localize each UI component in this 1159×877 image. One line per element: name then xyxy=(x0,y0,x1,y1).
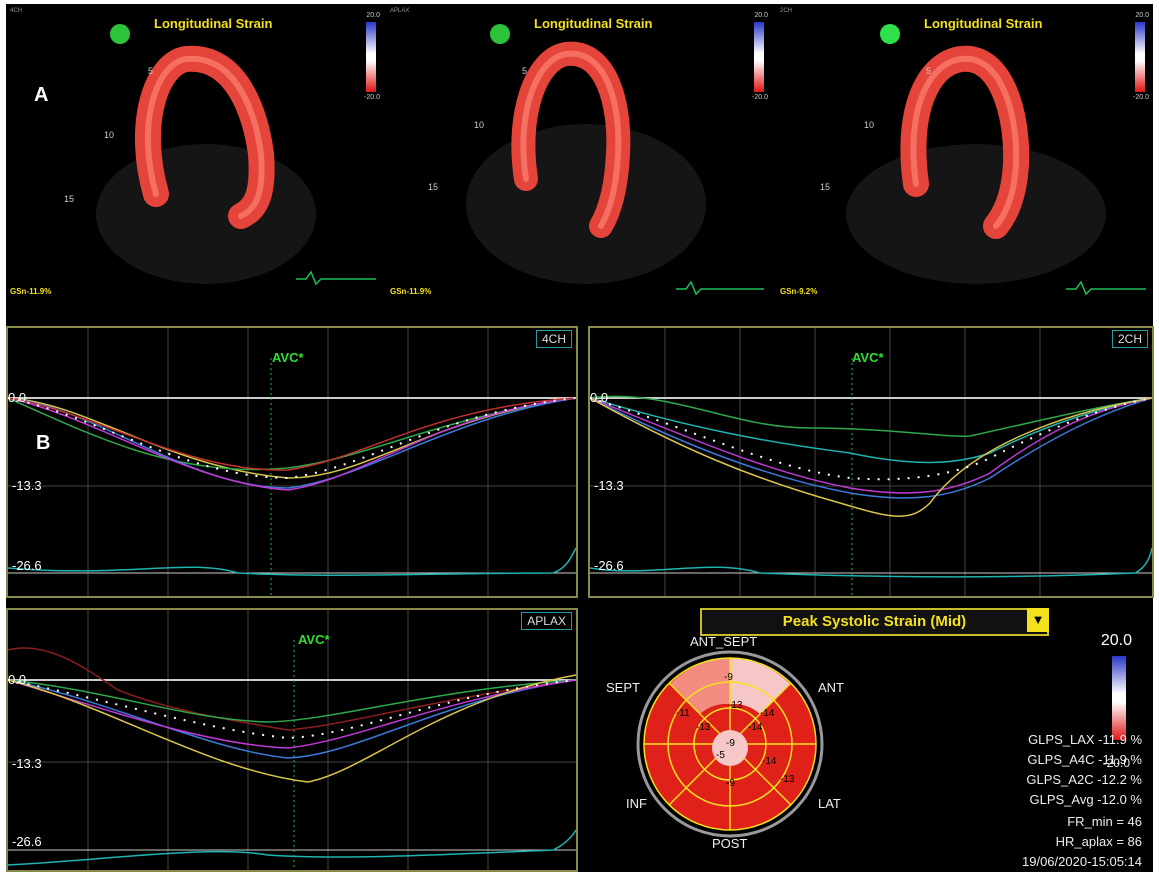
segment-value: -14 xyxy=(748,722,763,733)
strain-curves xyxy=(8,610,576,870)
segment-value: -5 xyxy=(716,750,725,761)
strain-colorbar xyxy=(366,22,376,92)
y-label: -13.3 xyxy=(594,478,624,493)
view-tag: APLAX xyxy=(521,612,572,630)
strain-type-dropdown[interactable]: Peak Systolic Strain (Mid) ▼ xyxy=(700,608,1049,636)
strain-colorbar xyxy=(754,22,764,92)
segment-value: -14 xyxy=(760,708,775,719)
strain-graph-aplax: APLAX AVC* 0.0 -13.3 -26.6 xyxy=(6,608,578,872)
echo-header: 2CH xyxy=(780,8,793,14)
y-label: 0.0 xyxy=(590,390,609,405)
probe-indicator-icon xyxy=(110,24,130,44)
figure-canvas: 4CH Longitudinal Strain 5 10 15 20.0 -20… xyxy=(6,4,1154,872)
avc-marker: AVC* xyxy=(852,350,884,365)
segment-value: -14 xyxy=(762,756,777,767)
stat-glps-a4c: GLPS_A4C -11.9 % xyxy=(1027,752,1142,767)
panel-letter-a: A xyxy=(34,84,49,106)
echo-title: Longitudinal Strain xyxy=(154,16,273,31)
depth-mark: 10 xyxy=(104,130,115,140)
stat-glps-lax: GLPS_LAX -11.9 % xyxy=(1028,732,1142,747)
view-tag: 2CH xyxy=(1111,330,1148,348)
echo-title: Longitudinal Strain xyxy=(924,16,1043,31)
strain-colorbar xyxy=(1135,22,1145,92)
y-label: -26.6 xyxy=(12,558,42,573)
stat-hr-aplax: HR_aplax = 86 xyxy=(1055,834,1142,849)
label-ant-sept: ANT_SEPT xyxy=(690,634,758,649)
y-label: -26.6 xyxy=(594,558,624,573)
label-lat: LAT xyxy=(818,796,841,811)
chevron-down-icon[interactable]: ▼ xyxy=(1027,608,1049,632)
view-tag: 4CH xyxy=(535,330,572,348)
global-strain: GSn-11.9% xyxy=(10,287,52,296)
label-post: POST xyxy=(712,836,748,851)
probe-indicator-icon xyxy=(490,24,510,44)
depth-mark: 10 xyxy=(474,120,485,130)
stat-fr-min: FR_min = 46 xyxy=(1067,814,1142,829)
scale-bottom: -20.0 xyxy=(752,94,768,101)
depth-mark: 5 xyxy=(926,66,932,76)
strain-curves xyxy=(590,328,1152,596)
depth-mark: 15 xyxy=(428,182,439,192)
depth-mark: 15 xyxy=(64,194,75,204)
avc-marker: AVC* xyxy=(298,632,330,647)
echo-view-3: 2CH Longitudinal Strain 5 10 15 20.0 -20… xyxy=(776,4,1153,304)
segment-value: -13 xyxy=(696,722,711,733)
scale-bottom: -20.0 xyxy=(364,94,380,101)
segment-value: -11 xyxy=(676,708,690,719)
echo-image xyxy=(466,41,764,296)
probe-indicator-icon xyxy=(880,24,900,44)
stat-glps-a2c: GLPS_A2C -12.2 % xyxy=(1026,772,1142,787)
panel-letter-b: B xyxy=(36,432,51,454)
label-sept: SEPT xyxy=(606,680,640,695)
echo-header: APLAX xyxy=(390,8,410,14)
label-ant: ANT xyxy=(818,680,844,695)
scale-top: 20.0 xyxy=(366,12,380,19)
scale-bottom: -20.0 xyxy=(1133,94,1149,101)
echo-view-2: APLAX Longitudinal Strain 5 10 15 20.0 -… xyxy=(386,4,772,304)
segment-value: -13 xyxy=(780,774,795,785)
y-label: 0.0 xyxy=(8,390,27,405)
colorbar-bottom-value: -20.0 xyxy=(1102,756,1130,770)
depth-mark: 5 xyxy=(148,66,154,76)
segment-value: -13 xyxy=(728,700,743,711)
depth-mark: 10 xyxy=(864,120,875,130)
avc-marker: AVC* xyxy=(272,350,304,365)
y-label: 0.0 xyxy=(8,672,27,687)
echo-view-1: 4CH Longitudinal Strain 5 10 15 20.0 -20… xyxy=(6,4,384,304)
depth-mark: 15 xyxy=(820,182,831,192)
strain-graph-4ch: 4CH AVC* 0.0 -13.3 -26.6 xyxy=(6,326,578,598)
y-label: -13.3 xyxy=(12,478,42,493)
global-strain: GSn-9.2% xyxy=(780,287,818,296)
strain-graph-2ch: 2CH AVC* 0.0 -13.3 -26.6 xyxy=(588,326,1154,598)
strain-curves xyxy=(8,328,576,596)
timestamp: 19/06/2020-15:05:14 xyxy=(1022,854,1142,869)
segment-value: -9 xyxy=(726,778,735,789)
strain-colorbar xyxy=(1112,656,1126,740)
scale-top: 20.0 xyxy=(754,12,768,19)
bullseye-plot xyxy=(636,650,824,838)
global-strain: GSn-11.9% xyxy=(390,287,432,296)
label-inf: INF xyxy=(626,796,647,811)
echo-header: 4CH xyxy=(10,8,23,14)
dropdown-label: Peak Systolic Strain (Mid) xyxy=(782,613,967,630)
stat-glps-avg: GLPS_Avg -12.0 % xyxy=(1029,792,1143,807)
y-label: -13.3 xyxy=(12,756,42,771)
segment-value: -9 xyxy=(726,738,735,749)
segment-value: -9 xyxy=(724,672,733,683)
colorbar-top-value: 20.0 xyxy=(1100,632,1132,649)
depth-mark: 5 xyxy=(522,66,528,76)
echo-title: Longitudinal Strain xyxy=(534,16,653,31)
bullseye-panel: Peak Systolic Strain (Mid) ▼ ANT_SEPT SE… xyxy=(590,604,1152,872)
scale-top: 20.0 xyxy=(1135,12,1149,19)
echo-image xyxy=(96,45,376,286)
y-label: -26.6 xyxy=(12,834,42,849)
echo-image xyxy=(846,45,1146,296)
